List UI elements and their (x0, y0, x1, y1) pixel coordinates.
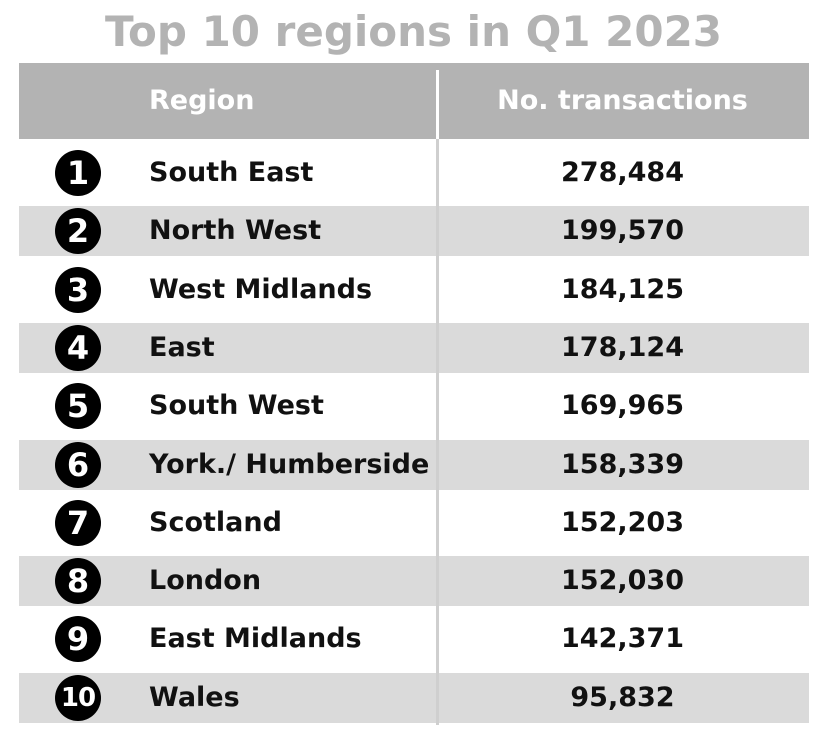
rank-badge: 2 (55, 208, 101, 255)
rank-badge: 4 (55, 324, 101, 371)
transactions-cell: 142,371 (561, 623, 684, 655)
transactions-cell: 152,203 (561, 506, 684, 538)
column-header-transactions: No. transactions (497, 85, 748, 116)
region-cell: East (149, 331, 215, 363)
table-row: 2 North West 199,570 (19, 206, 809, 257)
transactions-cell: 95,832 (570, 681, 675, 713)
table-row: 4 East 178,124 (19, 322, 809, 373)
transactions-cell: 278,484 (561, 157, 684, 188)
column-divider (436, 139, 439, 725)
rank-badge: 9 (55, 616, 101, 663)
column-header-region: Region (149, 85, 255, 116)
header-divider (436, 70, 439, 139)
transactions-cell: 158,339 (561, 448, 684, 480)
region-cell: West Midlands (149, 273, 373, 305)
region-cell: Scotland (149, 506, 282, 538)
rank-badge: 6 (55, 441, 101, 488)
transactions-cell: 178,124 (561, 331, 684, 363)
rank-badge: 7 (55, 499, 101, 546)
table-row: 1 South East 278,484 (19, 148, 809, 198)
transactions-cell: 184,125 (561, 273, 684, 305)
chart-title: Top 10 regions in Q1 2023 (104, 7, 723, 56)
region-cell: North West (149, 215, 322, 247)
table-row: 8 London 152,030 (19, 556, 809, 607)
table-row: 10 Wales 95,832 (19, 672, 809, 723)
region-cell: East Midlands (149, 623, 362, 655)
transactions-cell: 169,965 (561, 390, 684, 422)
rank-badge: 8 (55, 558, 101, 605)
region-cell: South West (149, 390, 324, 422)
transactions-cell: 152,030 (561, 565, 684, 597)
transactions-cell: 199,570 (561, 215, 684, 247)
rank-badge: 3 (55, 266, 101, 313)
region-cell: Wales (149, 681, 240, 713)
table-row: 5 South West 169,965 (19, 381, 809, 431)
region-cell: London (149, 565, 262, 597)
rank-badge: 10 (55, 674, 101, 721)
table-row: 7 Scotland 152,203 (19, 498, 809, 548)
table-row: 9 East Midlands 142,371 (19, 614, 809, 664)
table-row: 6 York./ Humberside 158,339 (19, 439, 809, 490)
table-row: 3 West Midlands 184,125 (19, 265, 809, 315)
rank-badge: 5 (55, 383, 101, 430)
rank-badge: 1 (55, 150, 101, 196)
region-cell: South East (149, 157, 314, 188)
table-header: Region No. transactions (19, 63, 809, 139)
region-cell: York./ Humberside (149, 448, 430, 480)
